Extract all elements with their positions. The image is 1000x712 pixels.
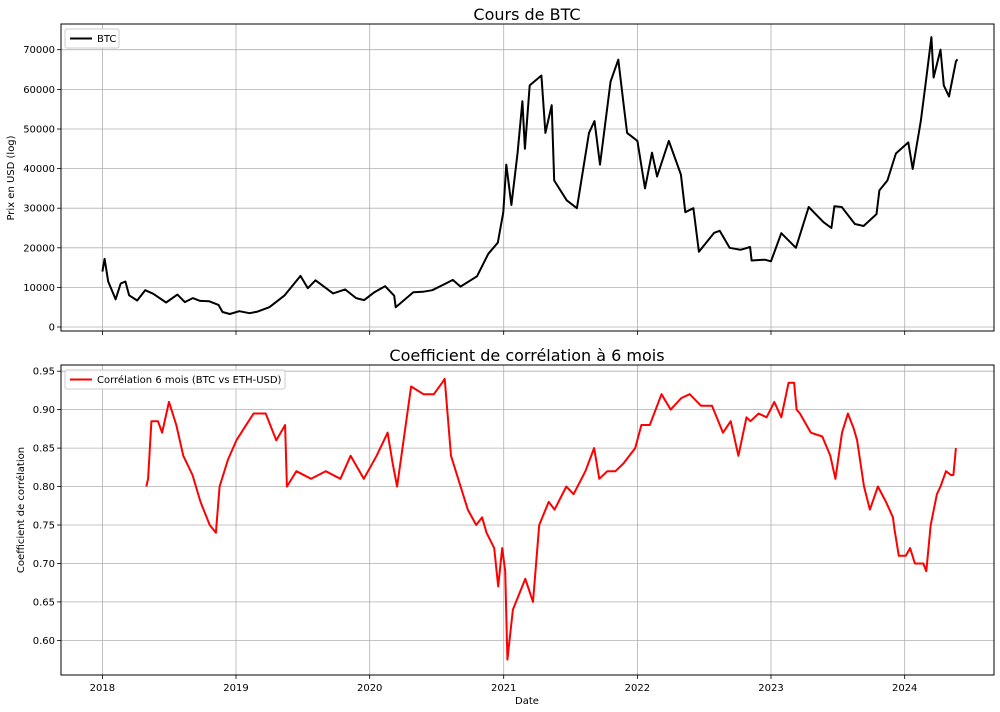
y-tick-label: 20000 [23,243,55,254]
correlation-chart-title: Coefficient de corrélation à 6 mois [389,346,664,365]
btc-axes-frame [60,23,995,332]
btc-legend: BTC [64,28,120,49]
y-tick-label: 10000 [23,283,55,294]
correlation-panel: Coefficient de corrélation à 6 mois Coef… [15,346,995,707]
x-tick-label: 2024 [892,683,917,694]
btc-chart-title: Cours de BTC [473,5,580,24]
y-tick-label: 0.95 [33,367,55,378]
y-tick-label: 60000 [23,85,55,96]
correlation-y-axis-label: Coefficient de corrélation [15,447,27,573]
correlation-legend-box [64,369,286,390]
correlation-legend: Corrélation 6 mois (BTC vs ETH-USD) [64,369,286,390]
x-tick-label: 2018 [90,683,115,694]
correlation-axes-frame [60,364,995,676]
y-tick-label: 70000 [23,45,55,56]
series-line [101,36,959,315]
btc-y-axis-label: Prix en USD (log) [6,135,17,220]
x-tick-label: 2021 [491,683,516,694]
x-tick-label: 2023 [758,683,783,694]
y-tick-label: 0.60 [33,636,55,647]
correlation-axis-ticks: 0.60 0.65 0.70 0.75 0.80 0.85 0.90 0.95 2018 2019… [33,367,918,694]
x-axis-label: Date [515,696,539,707]
y-tick-label: 0.75 [33,521,55,532]
y-tick-label: 0 [49,323,55,334]
correlation-gridlines [61,365,994,675]
y-tick-label: 40000 [23,164,55,175]
x-tick-label: 2019 [223,683,248,694]
y-tick-label: 0.80 [33,482,55,493]
btc-legend-label: BTC [97,34,116,45]
btc-axis-ticks: 0 10000 20000 30000 40000 50000 60000 70000 [23,45,906,335]
y-tick-label: 0.90 [33,405,55,416]
correlation-plot-area [145,377,957,661]
btc-plot-area [101,36,959,315]
series-line [145,377,957,661]
y-tick-label: 0.85 [33,444,55,455]
correlation-legend-label: Corrélation 6 mois (BTC vs ETH-USD) [97,374,282,386]
y-tick-label: 50000 [23,125,55,136]
x-tick-label: 2022 [625,683,650,694]
x-tick-label: 2020 [357,683,382,694]
y-tick-label: 0.65 [33,597,55,608]
y-tick-label: 30000 [23,204,55,215]
y-tick-label: 0.70 [33,559,55,570]
btc-price-panel: Cours de BTC Prix en USD (log) 0 10000 200… [6,5,995,335]
btc-gridlines [61,24,994,331]
